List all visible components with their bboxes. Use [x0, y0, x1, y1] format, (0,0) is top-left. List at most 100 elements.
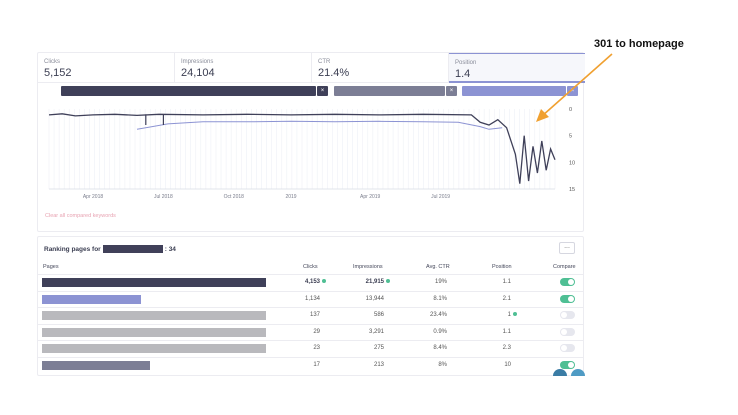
- x-tick-label: Jul 2018: [154, 194, 173, 200]
- significance-dot-icon: [322, 279, 326, 284]
- ctr-cell: 19%: [434, 279, 447, 285]
- metric-value: 5,152: [44, 67, 72, 79]
- clicks-cell: 17: [313, 361, 320, 368]
- toggle-knob: [561, 328, 567, 335]
- impressions-cell: 275: [373, 345, 384, 351]
- metric-label: CTR: [318, 59, 331, 65]
- ranking-title-prefix: Ranking pages for: [44, 245, 101, 253]
- compare-toggle[interactable]: [560, 278, 575, 286]
- row-separator: [37, 356, 584, 358]
- compare-toggle[interactable]: [560, 327, 575, 336]
- impressions-cell: 21,915: [366, 279, 390, 285]
- compare-toggle[interactable]: [560, 294, 575, 303]
- redacted-keyword: [102, 245, 163, 253]
- x-tick-label: 2019: [285, 194, 296, 200]
- page-url-link[interactable]: [42, 327, 266, 337]
- header-compare: Compare: [553, 264, 576, 270]
- ctr-cell: 0.9%: [433, 328, 447, 335]
- toggle-knob: [568, 279, 574, 285]
- metric-label: Impressions: [181, 59, 214, 65]
- annotation-arrow-icon: [536, 53, 613, 122]
- impressions-cell: 13,944: [365, 295, 384, 302]
- toggle-knob: [561, 345, 567, 351]
- compare-toggle[interactable]: [560, 360, 575, 369]
- toggle-knob: [568, 295, 574, 302]
- compare-toggle[interactable]: [560, 311, 575, 319]
- ranking-title-suffix: : 34: [164, 245, 176, 253]
- position-cell: 2.1: [502, 295, 511, 302]
- ranking-pages-title: Ranking pages for : 34: [44, 245, 176, 253]
- keyword-chip-2[interactable]: [334, 86, 445, 96]
- clicks-cell: 137: [309, 312, 320, 318]
- y-tick-label: 5: [569, 134, 572, 140]
- row-separator: [37, 290, 584, 292]
- ctr-cell: 23.4%: [429, 312, 447, 318]
- position-chart: 0 5 10 15 Apr 2018 Jul 2018 Oct 2018 2019 Apr 20…: [48, 107, 575, 200]
- header-impressions[interactable]: Impressions: [353, 264, 383, 270]
- metric-label: Position: [455, 60, 477, 66]
- metric-tab-clicks[interactable]: Clicks 5,152: [38, 53, 175, 83]
- x-tick-label: Jul 2019: [431, 194, 450, 200]
- row-separator: [37, 274, 584, 275]
- keyword-chip-1-remove-button[interactable]: ×: [317, 86, 328, 96]
- clicks-cell: 4,153: [305, 279, 326, 285]
- impressions-cell: 213: [373, 361, 384, 368]
- impressions-cell: 3,291: [368, 328, 384, 335]
- position-cell: 1.1: [502, 279, 511, 285]
- impressions-cell: 586: [373, 312, 384, 318]
- page-url-link[interactable]: [42, 278, 266, 287]
- position-cell: 10: [504, 361, 511, 368]
- y-tick-label: 0: [569, 107, 572, 113]
- metric-value: 24,104: [181, 67, 215, 79]
- keyword-chip-3-remove-button[interactable]: ×: [567, 86, 578, 96]
- keyword-chip-3[interactable]: [462, 86, 566, 96]
- page-url-link[interactable]: [42, 344, 266, 353]
- ctr-cell: 8.1%: [433, 295, 447, 302]
- metric-tab-impressions[interactable]: Impressions 24,104: [175, 53, 312, 83]
- series-line-2: [136, 120, 503, 130]
- y-tick-label: 15: [569, 187, 575, 193]
- series-line-1: [48, 113, 556, 184]
- clicks-cell: 23: [313, 345, 320, 351]
- toggle-knob: [561, 312, 567, 318]
- header-ctr[interactable]: Avg. CTR: [426, 264, 450, 270]
- y-tick-label: 10: [569, 160, 575, 166]
- ctr-cell: 8%: [438, 361, 447, 368]
- keyword-chip-2-remove-button[interactable]: ×: [446, 86, 457, 96]
- row-separator: [37, 323, 584, 325]
- metric-tab-position[interactable]: Position 1.4: [449, 53, 585, 83]
- header-position[interactable]: Position: [492, 264, 512, 270]
- keyword-chip-1[interactable]: [61, 86, 316, 96]
- page-url-link[interactable]: [42, 360, 150, 370]
- ranking-pages-card: [37, 236, 584, 376]
- row-separator: [37, 340, 584, 341]
- significance-dot-icon: [386, 279, 390, 284]
- page-url-link[interactable]: [42, 311, 266, 320]
- metric-tabs: Clicks 5,152 Impressions 24,104 CTR 21.4…: [38, 53, 585, 83]
- clicks-cell: 29: [313, 328, 320, 335]
- clear-compared-keywords-link[interactable]: Clear all compared keywords: [45, 213, 116, 219]
- performance-card: Clicks 5,152 Impressions 24,104 CTR 21.4…: [37, 52, 585, 232]
- ctr-cell: 8.4%: [433, 345, 447, 351]
- annotation-text: 301 to homepage: [594, 38, 684, 50]
- page-url-link[interactable]: [42, 294, 141, 304]
- metric-tab-ctr[interactable]: CTR 21.4%: [312, 53, 449, 83]
- toggle-knob: [568, 361, 574, 368]
- more-options-button[interactable]: ...: [559, 242, 575, 254]
- partial-widget-icon: [553, 369, 585, 376]
- header-pages: Pages: [43, 264, 59, 270]
- header-clicks[interactable]: Clicks: [303, 264, 318, 270]
- metric-value: 21.4%: [318, 67, 350, 79]
- metric-value: 1.4: [455, 68, 471, 80]
- row-separator: [37, 307, 584, 308]
- compare-toggle[interactable]: [560, 344, 575, 352]
- x-tick-label: Oct 2018: [224, 194, 245, 200]
- significance-dot-icon: [513, 312, 517, 317]
- x-tick-label: Apr 2019: [360, 194, 381, 200]
- clicks-cell: 1,134: [304, 295, 320, 302]
- position-cell: 1.1: [502, 328, 511, 335]
- position-cell: 2.3: [502, 345, 511, 351]
- x-tick-label: Apr 2018: [83, 194, 104, 200]
- metric-label: Clicks: [44, 59, 60, 65]
